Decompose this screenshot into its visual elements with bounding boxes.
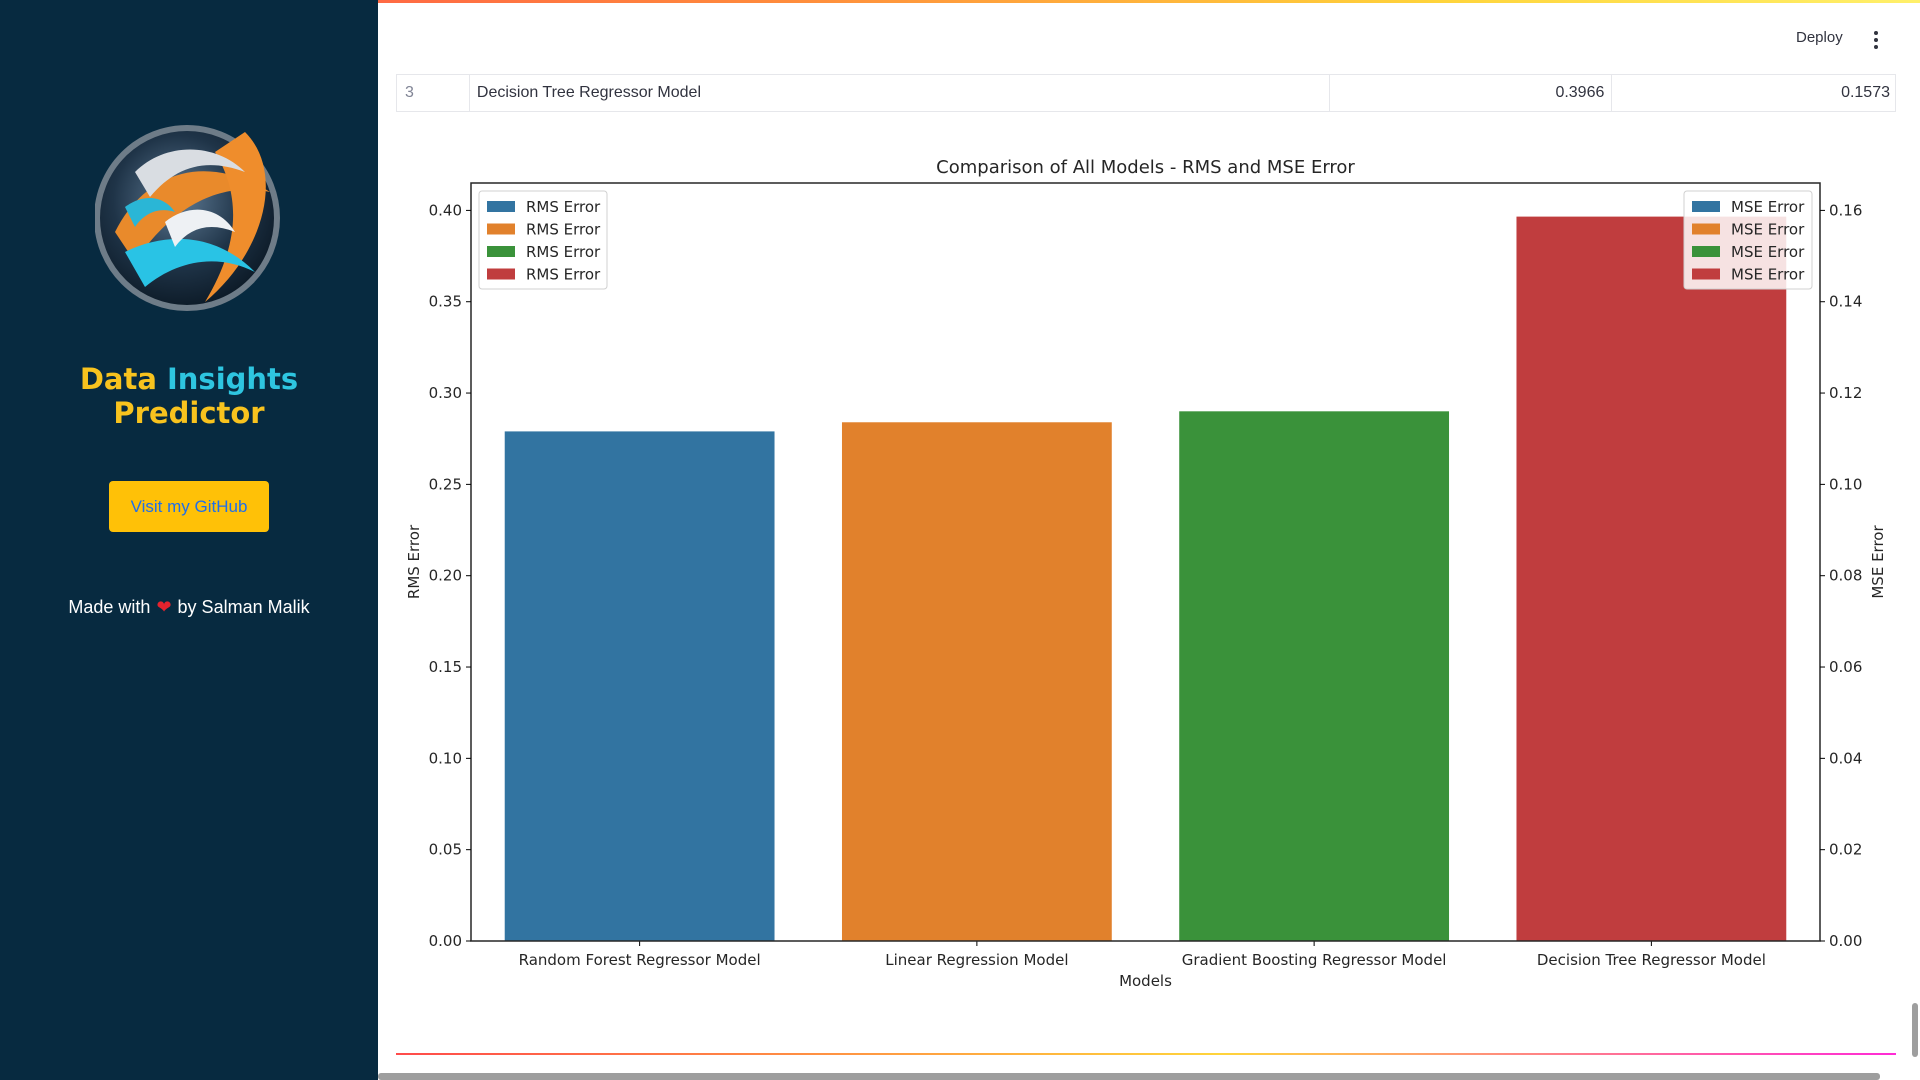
- legend-right-label: MSE Error: [1731, 221, 1805, 239]
- chart-bar: [841, 422, 1112, 941]
- legend-right-swatch: [1692, 268, 1720, 280]
- y2-tick-label: 0.04: [1829, 749, 1862, 767]
- x-tick-label: Decision Tree Regressor Model: [1537, 951, 1766, 969]
- table-row: 3 Decision Tree Regressor Model 0.3966 0…: [396, 74, 1896, 112]
- made-with-credit: Made with ❤ by Salman Malik: [0, 597, 378, 618]
- y2-tick-label: 0.10: [1829, 475, 1862, 493]
- plot-frame: [470, 182, 1821, 942]
- legend-left-label: RMS Error: [526, 198, 601, 216]
- legend-left-label: RMS Error: [526, 243, 601, 261]
- legend-left-swatch: [487, 246, 515, 257]
- legend-right-swatch: [1692, 223, 1720, 235]
- x-axis-label: Models: [1119, 972, 1172, 990]
- legend-right-label: MSE Error: [1731, 198, 1805, 216]
- chart-title: Comparison of All Models - RMS and MSE E…: [936, 157, 1355, 178]
- model-name-cell: Decision Tree Regressor Model: [470, 75, 1330, 111]
- y2-tick-label: 0.16: [1829, 201, 1862, 219]
- deploy-button[interactable]: Deploy: [1796, 29, 1843, 46]
- heart-icon: ❤: [156, 597, 172, 617]
- legend-left-swatch: [487, 223, 515, 235]
- y2-tick-label: 0.02: [1829, 841, 1862, 859]
- y2-tick-label: 0.08: [1829, 567, 1862, 585]
- made-with-suffix: by Salman Malik: [177, 597, 310, 617]
- app-title: Data Insights Predictor: [0, 362, 378, 430]
- legend-right-swatch: [1692, 246, 1720, 257]
- horizontal-scrollbar[interactable]: [378, 1073, 1880, 1080]
- y-tick-label: 0.25: [429, 475, 462, 493]
- vertical-scrollbar[interactable]: [1912, 1003, 1918, 1057]
- legend-right-label: MSE Error: [1731, 266, 1805, 284]
- y-tick-label: 0.20: [429, 567, 462, 585]
- bottom-divider: [396, 1053, 1896, 1055]
- chart-bar: [1179, 411, 1450, 942]
- x-tick-label: Gradient Boosting Regressor Model: [1182, 951, 1447, 969]
- sidebar: Data Insights Predictor Visit my GitHub …: [0, 0, 378, 1080]
- y-tick-label: 0.00: [429, 932, 462, 950]
- y-tick-label: 0.30: [429, 384, 462, 402]
- app-title-word-2: Insights: [167, 362, 299, 396]
- model-comparison-chart: Random Forest Regressor Model Linear Regr…: [405, 157, 1887, 990]
- y-tick-label: 0.35: [429, 293, 462, 311]
- x-tick-label: Random Forest Regressor Model: [519, 951, 761, 969]
- y2-tick-label: 0.06: [1829, 658, 1862, 676]
- main-menu-icon[interactable]: [1868, 30, 1884, 50]
- y2-tick-label: 0.00: [1829, 932, 1862, 950]
- legend-left-box: [478, 190, 608, 290]
- row-index-cell: 3: [397, 75, 470, 111]
- legend-left-label: RMS Error: [526, 266, 601, 284]
- app-title-word-3: Predictor: [113, 396, 265, 430]
- mse-value-cell: 0.1573: [1841, 84, 1890, 101]
- y-tick-label: 0.05: [429, 841, 462, 859]
- y2-tick-label: 0.14: [1829, 293, 1862, 311]
- chart-bar: [1516, 216, 1787, 941]
- legend-left-swatch: [487, 268, 515, 280]
- y2-axis-label: MSE Error: [1869, 525, 1887, 599]
- legend-right-swatch: [1692, 201, 1720, 212]
- y-axis-label: RMS Error: [405, 524, 423, 599]
- y-tick-label: 0.15: [429, 658, 462, 676]
- legend-right-label: MSE Error: [1731, 243, 1805, 261]
- chart-bar: [504, 431, 775, 941]
- top-decoration-bar: [0, 0, 1920, 3]
- x-tick-label: Linear Regression Model: [885, 951, 1068, 969]
- app-logo-icon: [95, 125, 280, 311]
- legend-right-box: [1683, 190, 1813, 290]
- visit-github-button[interactable]: Visit my GitHub: [109, 481, 269, 532]
- rms-value-cell: 0.3966: [1330, 75, 1613, 111]
- legend-left-swatch: [487, 201, 515, 212]
- y-tick-label: 0.10: [429, 749, 462, 767]
- legend-left-label: RMS Error: [526, 221, 601, 239]
- made-with-prefix: Made with: [68, 597, 151, 617]
- y-tick-label: 0.40: [429, 201, 462, 219]
- y2-tick-label: 0.12: [1829, 384, 1862, 402]
- app-title-word-1: Data: [79, 362, 157, 396]
